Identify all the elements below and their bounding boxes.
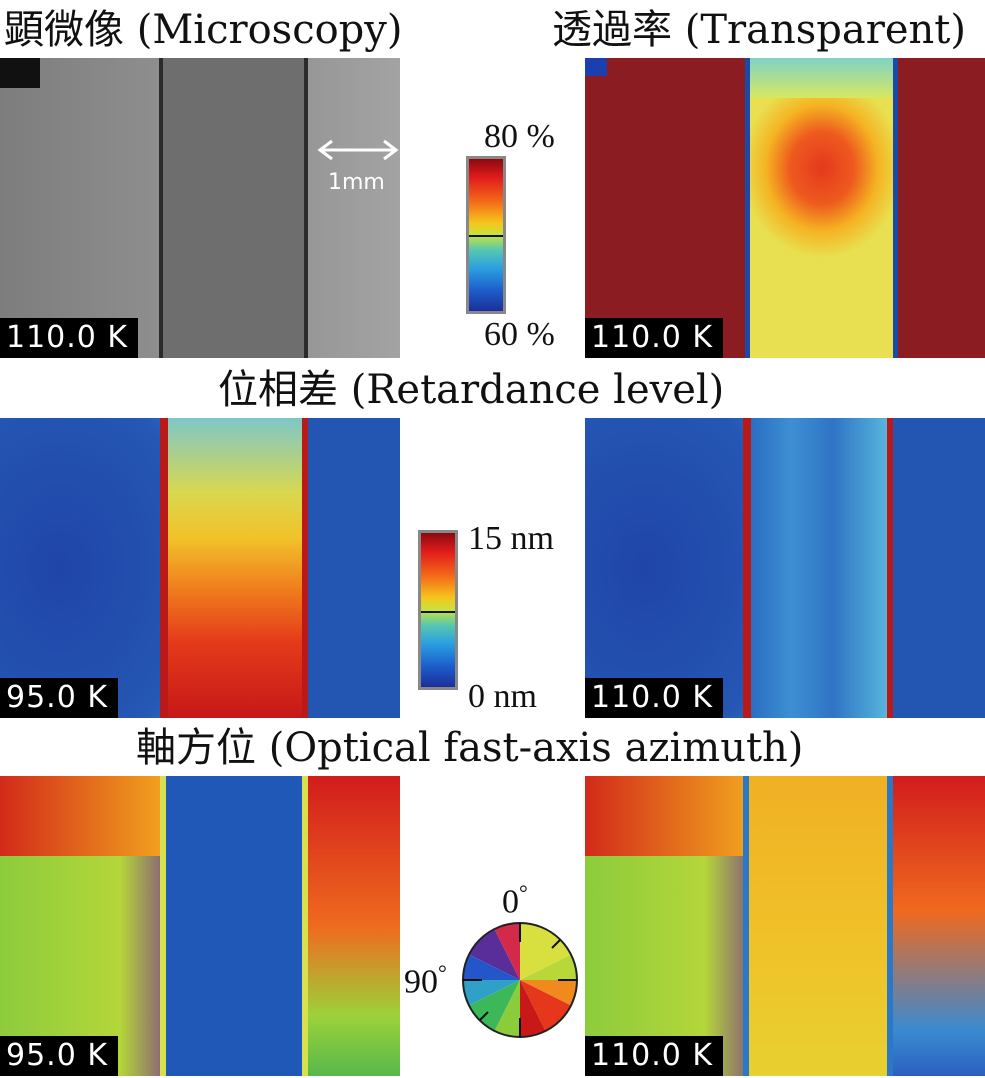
retardance-image-110k: 110.0 K	[585, 418, 985, 718]
scale-bar-label: 1mm	[328, 170, 385, 195]
retardance-colorbar	[418, 530, 458, 690]
azimuth-image-110k: 110.0 K	[585, 776, 985, 1076]
retardance-min-label: 0 nm	[468, 678, 537, 715]
microscopy-image: 1mm 110.0 K	[0, 58, 400, 358]
retardance-max-label: 15 nm	[468, 520, 554, 557]
temperature-label: 95.0 K	[0, 678, 119, 718]
azimuth-ninety-label: 90°	[404, 960, 447, 1001]
temperature-label: 110.0 K	[585, 318, 724, 358]
transmittance-max-label: 80 %	[484, 118, 555, 155]
temperature-label: 95.0 K	[0, 1036, 119, 1076]
azimuth-color-wheel	[462, 922, 578, 1038]
temperature-label: 110.0 K	[0, 318, 139, 358]
transparent-title: 透過率 (Transparent)	[552, 7, 966, 53]
temperature-label: 110.0 K	[585, 678, 724, 718]
azimuth-zero-label: 0°	[502, 880, 528, 921]
retardance-image-95k: 95.0 K	[0, 418, 400, 718]
microscopy-title: 顕微像 (Microscopy)	[4, 7, 403, 53]
retardance-title: 位相差 (Retardance level)	[218, 367, 725, 413]
transmittance-image: 110.0 K	[585, 58, 985, 358]
azimuth-image-95k: 95.0 K	[0, 776, 400, 1076]
transmittance-colorbar	[466, 156, 506, 314]
azimuth-title: 軸方位 (Optical fast-axis azimuth)	[136, 725, 804, 771]
scale-arrow-icon	[317, 139, 399, 161]
transmittance-min-label: 60 %	[484, 316, 555, 353]
temperature-label: 110.0 K	[585, 1036, 724, 1076]
